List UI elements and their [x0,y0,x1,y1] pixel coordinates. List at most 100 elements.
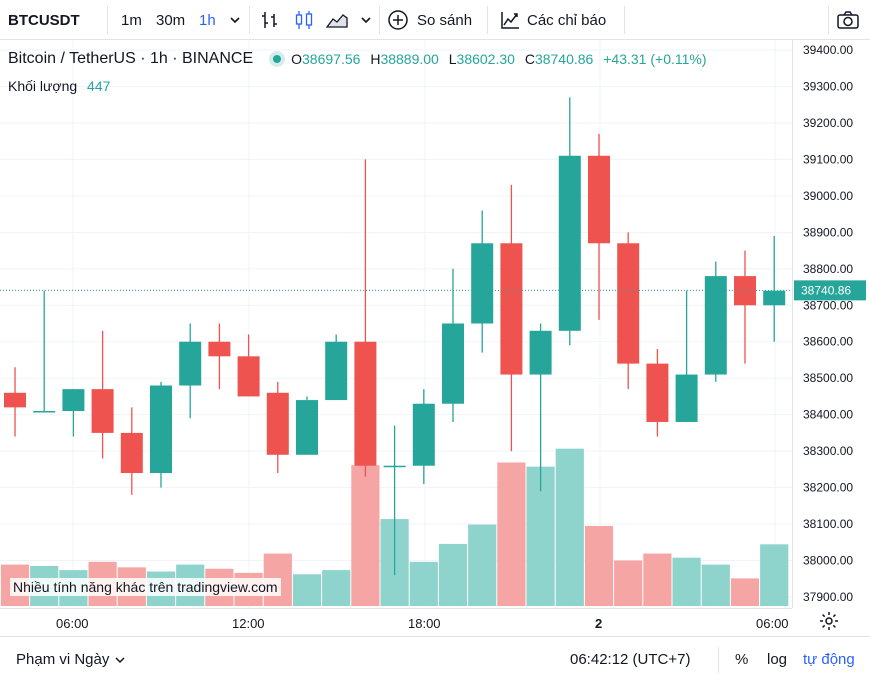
compare-button[interactable]: So sánh [387,0,472,40]
chart-pane[interactable] [0,40,792,608]
candle-body [675,374,698,422]
log-scale-toggle[interactable]: log [767,651,788,668]
current-price-badge [794,280,866,301]
volume-legend[interactable]: Khối lượng 447 [8,78,110,94]
high-value: 38889.00 [380,51,439,67]
toolbar-divider [379,6,380,34]
price-tick-label: 38800.00 [803,262,853,276]
bar-chart-type-icon[interactable] [259,0,281,40]
indicators-icon [501,12,519,29]
interval-1h[interactable]: 1h [199,11,216,29]
toolbar-divider [107,6,108,34]
open-value: 38697.56 [302,51,361,67]
interval-30m[interactable]: 30m [156,11,186,29]
time-label: 18:00 [408,616,441,631]
price-tick-label: 38700.00 [803,298,853,312]
top-toolbar: BTCUSDT 1m 30m 1h So sánh Các chỉ báo [0,0,870,40]
volume-bar [760,544,789,606]
price-tick-label: 39300.00 [803,79,853,93]
volume-bar [497,462,526,606]
toolbar-divider [828,6,829,34]
candle-body [4,392,26,408]
interval-dropdown-chevron-icon[interactable] [228,0,242,40]
interval-1m[interactable]: 1m [121,11,142,29]
timezone-clock[interactable]: 06:42:12 (UTC+7) [570,651,691,668]
candle-body [91,389,114,433]
volume-bar [701,564,730,606]
price-tick-label: 38900.00 [803,225,853,239]
candlestick-chart[interactable] [0,40,792,608]
auto-scale-toggle[interactable]: tự động [803,651,855,668]
candle-body [208,341,231,357]
candle-body [354,341,377,466]
percent-scale-toggle[interactable]: % [735,651,749,668]
symbol-search[interactable]: BTCUSDT [8,11,80,29]
low-label: L [448,51,457,67]
volume-bar [292,574,322,606]
candle-body [500,243,523,375]
candlestick-chart-type-icon[interactable] [293,0,315,40]
candle-body [325,341,348,401]
candle-body [763,290,786,306]
high-label: H [370,51,381,67]
time-label: 06:00 [56,616,89,631]
toolbar-divider [487,6,488,34]
candle-body [558,155,581,331]
price-tick-label: 38300.00 [803,444,853,458]
price-tick-label: 39200.00 [803,116,853,130]
candle-body [237,356,260,397]
price-tick-label: 39400.00 [803,43,853,57]
candle-body [412,403,435,466]
legend-title[interactable]: Bitcoin / TetherUS · 1h · BINANCE [8,50,254,67]
volume-bar [322,570,351,606]
candle-body [266,392,289,455]
chart-type-chevron-icon[interactable] [359,0,373,40]
candle-body [442,323,464,404]
add-circle-icon [388,10,408,30]
ohlc-values: O38697.56 H38889.00 L38602.30 C38740.86 … [291,51,706,67]
indicators-label: Các chỉ báo [527,11,607,29]
candle-body [617,243,640,364]
volume-value: 447 [87,78,111,94]
close-value: 38740.86 [534,51,594,67]
candle-body [62,389,85,412]
open-label: O [291,51,303,67]
candle-body [646,363,669,422]
volume-bar [614,560,643,606]
price-tick-label: 39100.00 [803,152,853,166]
candle-body [150,385,172,474]
volume-bar [643,553,672,606]
time-axis[interactable]: 06:00 12:00 18:00 2 06:00 [0,608,792,636]
candle-body [179,341,202,386]
toolbar-divider [249,6,250,34]
volume-label: Khối lượng [8,78,78,94]
indicators-button[interactable]: Các chỉ báo [499,0,606,40]
candles [4,97,786,576]
time-label: 06:00 [756,616,789,631]
date-range-button[interactable]: Phạm vi Ngày [16,637,127,682]
price-axis[interactable]: 39400.00 39300.00 39200.00 39100.00 39000.00… [792,40,870,608]
candle-body [296,400,318,455]
volume-bar [438,543,468,606]
volume-bar [730,578,760,606]
candle-body [383,465,406,468]
price-tick-label: 38200.00 [803,481,853,495]
volume-bar [584,525,614,606]
bottom-divider [718,647,719,673]
promo-link[interactable]: Nhiều tính năng khác trên tradingview.co… [10,578,281,596]
price-axis-labels: 39400.00 39300.00 39200.00 39100.00 39000.00… [794,43,866,604]
symbol-legend: Bitcoin / TetherUS · 1h · BINANCE O38697… [8,50,707,68]
change-value: +43.31 (+0.11%) [603,51,707,67]
area-chart-type-icon[interactable] [325,0,349,40]
chevron-down-icon [115,656,125,663]
price-tick-label: 39000.00 [803,189,853,203]
candle-body [704,276,727,375]
camera-icon[interactable] [836,0,860,40]
candle-body [471,243,494,324]
candle-body [120,432,143,474]
price-tick-label: 38000.00 [803,554,853,568]
price-tick-label: 37900.00 [803,590,853,604]
candle-body [529,330,552,375]
chart-settings-gear-icon[interactable] [818,610,842,634]
volume-bar [555,448,584,606]
